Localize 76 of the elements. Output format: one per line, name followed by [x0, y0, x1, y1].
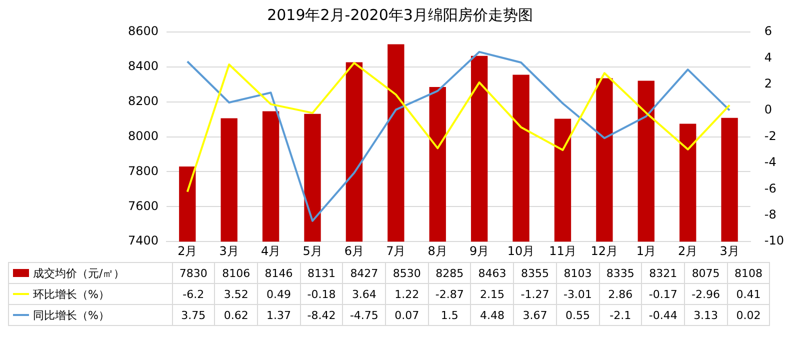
- y2-tick-label: -10: [764, 234, 784, 248]
- data-label: 8285: [428, 262, 471, 284]
- data-label: 0.02: [727, 304, 770, 326]
- data-label: -0.17: [642, 284, 684, 304]
- data-label: 8427: [342, 262, 386, 284]
- x-tick-label: 6月: [344, 244, 364, 258]
- y2-tick-label: -4: [764, 155, 776, 170]
- data-label: 8075: [684, 262, 728, 284]
- data-label: 2.86: [599, 284, 642, 304]
- x-tick-label: 9月: [470, 244, 490, 258]
- data-label: 4.48: [470, 304, 514, 326]
- data-label: 8335: [599, 262, 642, 284]
- data-label: -0.44: [642, 304, 684, 326]
- data-label: 1.22: [386, 284, 428, 304]
- y2-tick-label: 2: [764, 76, 772, 91]
- data-label: -3.01: [556, 284, 600, 304]
- y-tick-label: 8600: [128, 24, 159, 38]
- data-label: -6.2: [172, 284, 215, 304]
- y-tick-label: 8000: [128, 128, 159, 143]
- data-label: 2.15: [470, 284, 514, 304]
- data-label: 8131: [300, 262, 343, 284]
- y-tick-label: 8200: [128, 94, 159, 108]
- data-label: 8321: [642, 262, 684, 284]
- data-label: 1.5: [428, 304, 471, 326]
- x-tick-label: 2月: [178, 244, 198, 258]
- data-label: 0.07: [386, 304, 428, 326]
- y2-tick-label: -6: [764, 181, 776, 196]
- x-tick-label: 3月: [219, 244, 239, 258]
- data-label: 3.13: [684, 304, 728, 326]
- y2-tick-label: 4: [764, 50, 772, 64]
- x-tick-label: 11月: [549, 244, 576, 258]
- data-label: -2.1: [599, 304, 642, 326]
- data-label: 0.41: [727, 284, 770, 304]
- legend-label: 同比增长（%）: [8, 304, 172, 326]
- x-tick-label: 3月: [720, 244, 740, 258]
- y-tick-label: 7800: [128, 164, 159, 178]
- x-tick-label: 1月: [636, 244, 656, 258]
- data-label: 3.75: [172, 304, 215, 326]
- y2-tick-label: -2: [764, 128, 776, 143]
- data-label: 8463: [470, 262, 514, 284]
- data-label: 0.49: [257, 284, 300, 304]
- data-label: -2.96: [684, 284, 728, 304]
- y2-tick-label: 6: [764, 24, 772, 38]
- data-label: 0.55: [556, 304, 600, 326]
- data-label: -0.18: [300, 284, 343, 304]
- data-label: 3.52: [214, 284, 258, 304]
- y2-tick-label: -8: [764, 208, 776, 222]
- x-tick-label: 4月: [260, 244, 281, 258]
- data-label: 8146: [257, 262, 300, 284]
- legend-label: 环比增长（%）: [8, 284, 172, 304]
- y-tick-label: 8400: [128, 59, 159, 74]
- data-label: 8103: [556, 262, 600, 284]
- data-label: -4.75: [342, 304, 386, 326]
- y-tick-label: 7600: [128, 198, 159, 213]
- y2-tick-label: 0: [764, 102, 772, 117]
- chart-title: 2019年2月-2020年3月绵阳房价走势图: [266, 6, 534, 25]
- x-tick-label: 8月: [428, 244, 448, 258]
- data-label: 3.67: [514, 304, 556, 326]
- legend-label: 成交均价（元/㎡）: [8, 262, 172, 284]
- data-label: 8355: [514, 262, 556, 284]
- data-label: 3.64: [342, 284, 386, 304]
- x-tick-label: 5月: [302, 244, 322, 258]
- x-tick-label: 7月: [386, 244, 406, 258]
- x-tick-label: 10月: [507, 244, 535, 258]
- x-tick-label: 12月: [590, 244, 618, 258]
- data-label: 8108: [727, 262, 770, 284]
- y-tick-label: 7400: [128, 234, 159, 248]
- data-label: 0.62: [214, 304, 258, 326]
- data-label: 7830: [172, 262, 215, 284]
- data-label: -1.27: [514, 284, 556, 304]
- data-label: 1.37: [257, 304, 300, 326]
- data-label: -8.42: [300, 304, 343, 326]
- data-label: 8530: [386, 262, 428, 284]
- data-label: 8106: [214, 262, 258, 284]
- data-label: -2.87: [428, 284, 471, 304]
- x-tick-label: 2月: [678, 244, 698, 258]
